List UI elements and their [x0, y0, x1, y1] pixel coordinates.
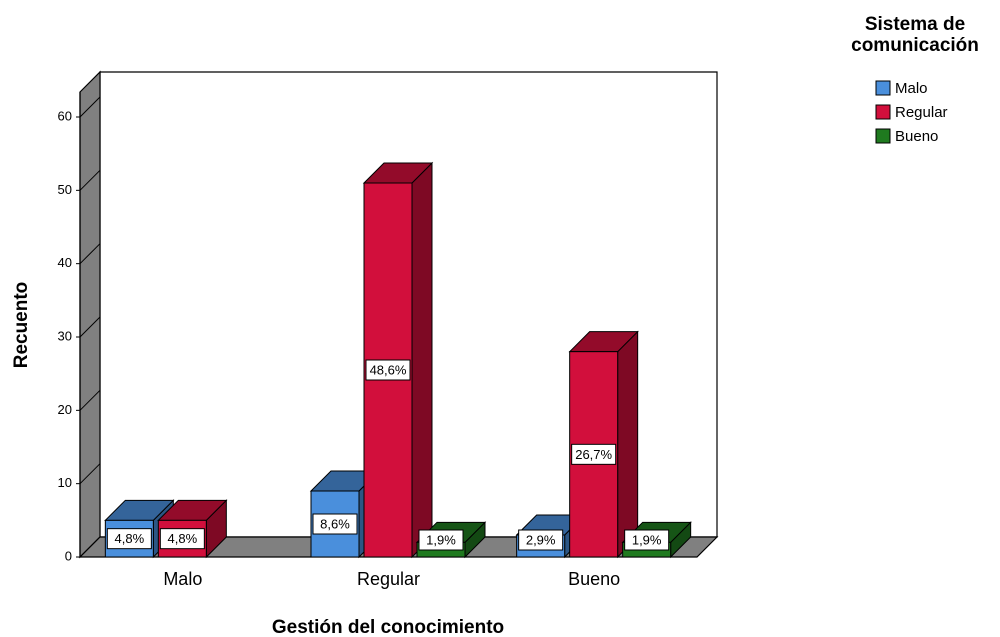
y-tick-label: 20	[58, 402, 72, 417]
value-label-box	[106, 528, 152, 550]
y-tick-label: 50	[58, 182, 72, 197]
left-wall	[79, 70, 101, 559]
grid-line	[79, 463, 101, 485]
value-label: 4,8%	[115, 531, 145, 546]
grid-line	[79, 536, 101, 558]
value-label: 1,9%	[632, 532, 662, 547]
legend-label: Malo	[895, 80, 928, 97]
bar-side	[411, 161, 433, 559]
x-tick-label: Bueno	[568, 569, 620, 589]
legend-swatch	[875, 104, 891, 120]
x-tick-label: Regular	[357, 569, 420, 589]
legend-label: Bueno	[895, 128, 938, 145]
y-tick-label: 60	[58, 108, 72, 123]
y-tick-label: 10	[58, 475, 72, 490]
value-label-box	[518, 529, 564, 551]
y-axis-label: Recuento	[11, 282, 32, 369]
legend-swatch	[875, 80, 891, 96]
value-label: 48,6%	[370, 362, 407, 377]
x-tick-label: Malo	[163, 569, 202, 589]
value-label-box	[365, 359, 411, 381]
legend-title: Sistema de comunicación	[851, 14, 979, 56]
bar-side	[617, 330, 639, 559]
value-label: 1,9%	[426, 532, 456, 547]
value-label: 26,7%	[575, 447, 612, 462]
grid-line	[79, 243, 101, 265]
y-tick-label: 30	[58, 328, 72, 343]
value-label-box	[571, 443, 617, 465]
legend-swatch	[875, 128, 891, 144]
grid-line	[79, 96, 101, 118]
y-tick-label: 0	[65, 548, 72, 563]
value-label: 4,8%	[168, 531, 198, 546]
value-label-box	[312, 513, 358, 535]
grid-line	[79, 169, 101, 191]
legend-label: Regular	[895, 104, 948, 121]
value-label-box	[418, 529, 464, 551]
grid-line	[79, 316, 101, 338]
x-axis-label: Gestión del conocimiento	[272, 617, 504, 637]
grid-line	[79, 389, 101, 411]
value-label-box	[159, 528, 205, 550]
value-label-box	[624, 529, 670, 551]
y-tick-label: 40	[58, 255, 72, 270]
value-label: 8,6%	[320, 516, 350, 531]
value-label: 2,9%	[526, 532, 556, 547]
